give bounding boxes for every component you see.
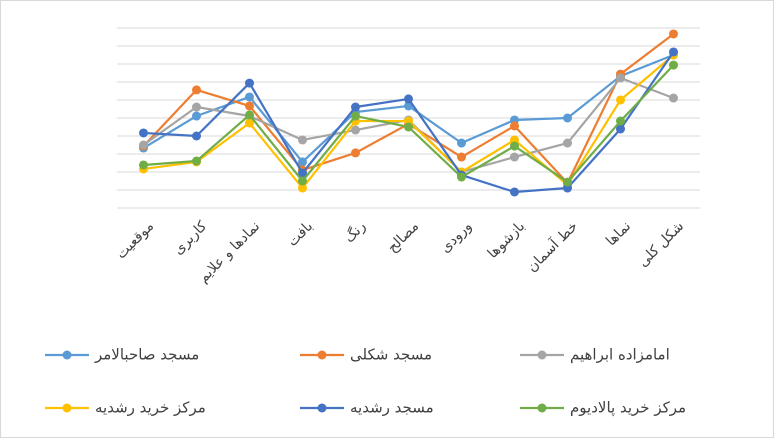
data-point bbox=[457, 153, 466, 162]
data-point bbox=[616, 74, 625, 83]
legend-marker bbox=[63, 404, 72, 413]
data-point bbox=[510, 142, 519, 151]
legend-marker bbox=[538, 351, 547, 360]
data-point bbox=[245, 92, 254, 101]
legend-label: مسجد صاحبالامر bbox=[94, 346, 199, 364]
data-point bbox=[139, 128, 148, 137]
data-point bbox=[669, 29, 678, 38]
legend-label: مسجد رشدیه bbox=[350, 399, 434, 417]
legend-marker bbox=[318, 351, 327, 360]
legend-marker bbox=[318, 404, 327, 413]
data-point bbox=[298, 135, 307, 144]
data-point bbox=[510, 187, 519, 196]
data-point bbox=[563, 178, 572, 187]
legend-label: مسجد شکلی bbox=[350, 346, 432, 364]
data-point bbox=[510, 121, 519, 130]
data-point bbox=[669, 94, 678, 103]
data-point bbox=[616, 117, 625, 126]
legend-label: مرکز خرید رشدیه bbox=[95, 399, 206, 417]
data-point bbox=[351, 103, 360, 112]
data-point bbox=[245, 101, 254, 110]
data-point bbox=[563, 139, 572, 148]
data-point bbox=[139, 141, 148, 150]
legend-marker bbox=[63, 351, 72, 360]
legend-label: امامزاده ابراهیم bbox=[570, 346, 670, 364]
data-point bbox=[404, 94, 413, 103]
legend-label: مرکز خرید پالادیوم bbox=[570, 399, 686, 418]
data-point bbox=[669, 47, 678, 56]
data-point bbox=[457, 173, 466, 182]
data-point bbox=[245, 79, 254, 88]
data-point bbox=[192, 132, 201, 141]
data-point bbox=[351, 112, 360, 121]
data-point bbox=[192, 112, 201, 121]
data-point bbox=[669, 61, 678, 70]
data-point bbox=[563, 114, 572, 123]
data-point bbox=[192, 103, 201, 112]
data-point bbox=[351, 126, 360, 135]
chart: موقعیتکاربرینمادها و علایمبافترنگمصالحور… bbox=[0, 0, 774, 438]
data-point bbox=[404, 123, 413, 132]
data-point bbox=[510, 153, 519, 162]
legend-marker bbox=[538, 404, 547, 413]
data-point bbox=[457, 139, 466, 148]
data-point bbox=[192, 157, 201, 166]
chart-frame bbox=[1, 1, 774, 438]
data-point bbox=[139, 160, 148, 169]
data-point bbox=[192, 85, 201, 94]
data-point bbox=[245, 110, 254, 119]
data-point bbox=[616, 96, 625, 105]
data-point bbox=[298, 177, 307, 186]
data-point bbox=[351, 148, 360, 157]
